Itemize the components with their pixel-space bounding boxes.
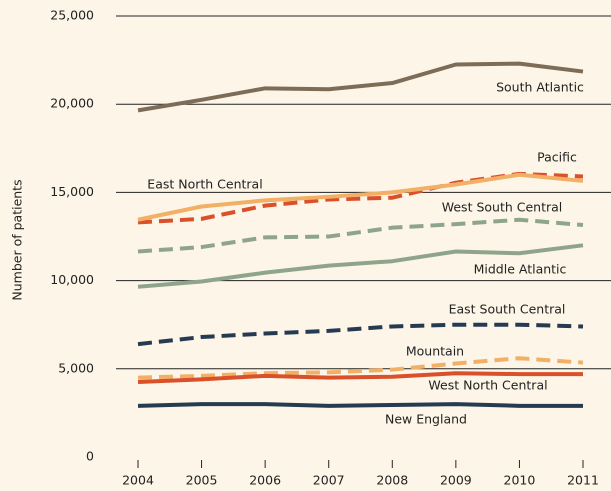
y-tick-label: 15,000: [50, 184, 94, 199]
series-line: [137, 172, 584, 222]
label-background: [470, 261, 570, 277]
label-background: [382, 411, 470, 427]
series-label: South Atlantic: [496, 80, 584, 95]
label-background: [493, 79, 588, 95]
y-tick-label: 25,000: [50, 8, 94, 23]
x-tick-label: 2009: [440, 473, 472, 488]
y-tick-label: 10,000: [50, 272, 94, 287]
series-line: [137, 61, 584, 113]
series-line: [137, 171, 584, 225]
x-tick-label: 2011: [567, 473, 599, 488]
series-label: East North Central: [147, 177, 262, 192]
x-tick-label: 2004: [122, 473, 154, 488]
series-label: West North Central: [428, 378, 547, 393]
series-label: Mountain: [406, 344, 464, 359]
series-label: Pacific: [537, 150, 577, 165]
series-line: [137, 356, 584, 380]
series-line: [137, 243, 584, 289]
label-background: [425, 377, 551, 393]
x-tick-label: 2007: [313, 473, 345, 488]
label-background: [144, 176, 266, 192]
series-line: [137, 217, 584, 254]
label-background: [445, 301, 569, 317]
series-line: [137, 402, 583, 408]
y-tick-label: 5,000: [58, 360, 94, 375]
series-label: New England: [385, 412, 467, 427]
series-line: [137, 371, 583, 385]
y-axis-label: Number of patients: [10, 179, 25, 300]
x-tick-label: 2006: [249, 473, 281, 488]
label-background: [534, 149, 580, 165]
y-tick-label: 20,000: [50, 96, 94, 111]
series-label: East South Central: [449, 302, 566, 317]
series-label: Middle Atlantic: [474, 262, 567, 277]
series-line: [137, 322, 584, 347]
label-background: [438, 199, 566, 215]
series-label: West South Central: [442, 200, 563, 215]
y-tick-label: 0: [86, 449, 94, 464]
x-tick-label: 2008: [376, 473, 408, 488]
label-background: [402, 343, 468, 359]
x-tick-label: 2010: [504, 473, 536, 488]
x-tick-label: 2005: [186, 473, 218, 488]
